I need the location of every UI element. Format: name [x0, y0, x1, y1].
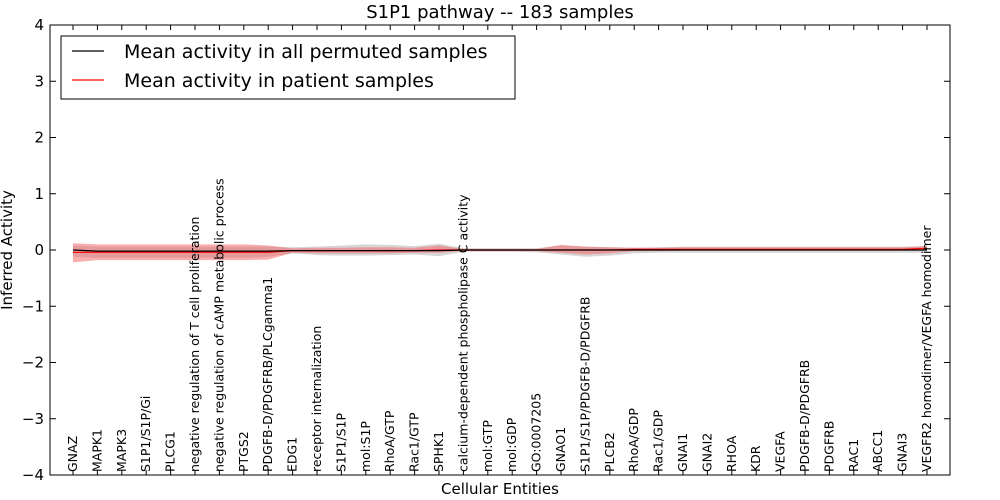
x-tick-label: RhoA/GTP: [382, 410, 397, 472]
x-tick-label: mol:GDP: [504, 417, 519, 472]
x-tick-label: S1P1/S1P/PDGFB-D/PDGFRB: [577, 297, 592, 473]
legend: Mean activity in all permuted samples Mea…: [60, 35, 516, 100]
y-tick-label: −2: [22, 354, 44, 372]
x-tick-label: PTGS2: [236, 431, 251, 472]
x-axis-title: Cellular Entities: [441, 480, 559, 498]
y-tick-label: 3: [34, 72, 44, 90]
x-tick-label: negative regulation of T cell proliferat…: [187, 217, 202, 472]
x-tick-label: VEGFR2 homodimer/VEGFA homodimer: [919, 225, 934, 472]
legend-box: [60, 35, 516, 100]
x-tick-label: ABCC1: [870, 430, 885, 472]
x-tick-label: GNAI2: [699, 433, 714, 472]
y-tick-label: −3: [22, 410, 44, 428]
y-tick-label: −1: [22, 297, 44, 315]
x-tick-label: GNAI3: [895, 433, 910, 472]
patient-band: [73, 243, 927, 263]
x-tick-label: PDGFB-D/PDGFRB/PLCgamma1: [260, 277, 275, 472]
y-tick-label: −4: [22, 466, 44, 484]
y-tick-label: 0: [34, 241, 44, 259]
x-tick-label: EDG1: [285, 437, 300, 472]
x-tick-label: mol:S1P: [358, 421, 373, 472]
y-axis-title: Inferred Activity: [0, 190, 16, 310]
x-tick-label: VEGFA: [773, 431, 788, 472]
y-tick-label: 2: [34, 129, 44, 147]
legend-label-patient: Mean activity in patient samples: [124, 70, 434, 92]
x-tick-label: Rac1/GDP: [651, 410, 666, 472]
chart-title: S1P1 pathway -- 183 samples: [366, 2, 634, 23]
x-tick-label: GO:0007205: [529, 393, 544, 472]
permuted-mean-line: [72, 249, 927, 252]
y-tick-label: 4: [34, 16, 44, 34]
x-tick-label: PLCG1: [163, 431, 178, 472]
x-tick-label: MAPK1: [89, 429, 104, 472]
y-tick-label: 1: [34, 185, 44, 203]
x-tick-label: RAC1: [846, 439, 861, 472]
plot-area: −4 −3 −2 −1 0 1 2 3 4 GNAZ MAPK1 MAPK3 S1P1/S1P/Gi PL…: [22, 16, 951, 484]
x-tick-label: S1P1/S1P: [333, 413, 348, 472]
x-tick-label: RHOA: [724, 435, 739, 472]
legend-label-permuted: Mean activity in all permuted samples: [124, 41, 487, 63]
x-tick-label: MAPK3: [114, 429, 129, 472]
x-tick-label: GNAO1: [553, 427, 568, 472]
x-tick-label: receptor internalization: [309, 326, 324, 472]
x-tick-label: mol:GTP: [480, 420, 495, 472]
x-tick-label: PDGFRB: [821, 421, 836, 472]
x-tick-label: PDGFB-D/PDGFRB: [797, 360, 812, 472]
x-tick-label: PLCB2: [602, 432, 617, 472]
x-tick-label: GNAZ: [65, 436, 80, 472]
x-tick-label: KDR: [748, 445, 763, 472]
x-tick-label: SPHK1: [431, 431, 446, 472]
x-tick-label: GNAI1: [675, 433, 690, 472]
x-tick-label: S1P1/S1P/Gi: [138, 396, 153, 472]
x-tick-label: negative regulation of cAMP metabolic pr…: [211, 178, 226, 472]
x-tick-label: RhoA/GDP: [626, 408, 641, 472]
x-tick-label: calcium-dependent phospholipase C activi…: [455, 194, 470, 472]
x-tick-label: Rac1/GTP: [407, 412, 422, 472]
